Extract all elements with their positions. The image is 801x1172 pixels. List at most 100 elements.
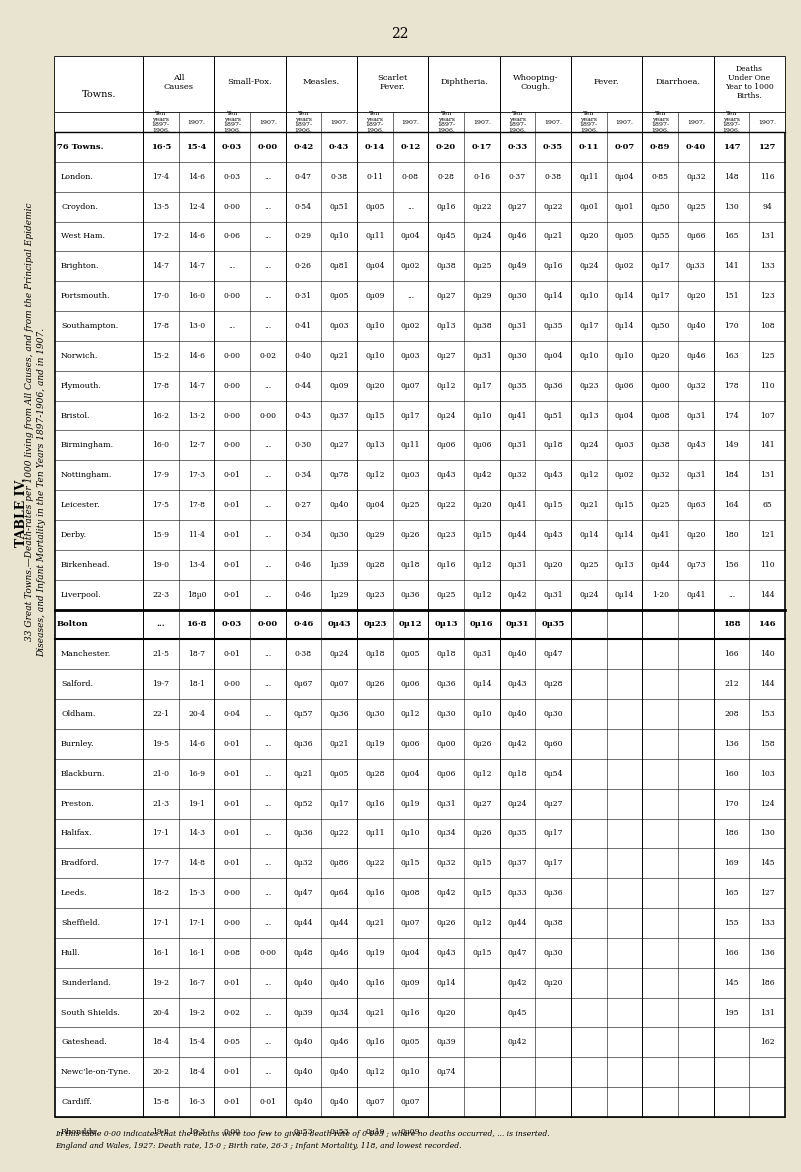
Text: 0µ10: 0µ10: [614, 352, 634, 360]
Text: 0µ49: 0µ49: [508, 263, 527, 271]
Text: Derby.: Derby.: [61, 531, 87, 539]
Text: 21·3: 21·3: [152, 799, 169, 808]
Text: 124: 124: [760, 799, 775, 808]
Text: 0µ21: 0µ21: [329, 352, 349, 360]
Text: 17·8: 17·8: [152, 382, 169, 390]
Text: 136: 136: [760, 949, 775, 956]
Text: 0µ01: 0µ01: [579, 203, 598, 211]
Text: 0µ50: 0µ50: [650, 322, 670, 331]
Text: 0µ19: 0µ19: [365, 1127, 384, 1136]
Text: 0µ18: 0µ18: [365, 650, 384, 659]
Text: 0µ04: 0µ04: [543, 352, 563, 360]
Text: Ten
years
1897-
1906.: Ten years 1897- 1906.: [366, 111, 384, 134]
Text: West Ham.: West Ham.: [61, 232, 105, 240]
Text: 0µ03: 0µ03: [400, 352, 421, 360]
Text: 0µ10: 0µ10: [365, 352, 384, 360]
Text: 103: 103: [760, 770, 775, 778]
Text: 1907.: 1907.: [473, 120, 491, 124]
Text: 108: 108: [760, 322, 775, 331]
Text: 0µ36: 0µ36: [294, 830, 313, 838]
Text: London.: London.: [61, 172, 94, 180]
Text: 0µ40: 0µ40: [329, 1098, 349, 1106]
Text: 21·5: 21·5: [152, 650, 169, 659]
Text: 170: 170: [724, 322, 739, 331]
Text: 0µ28: 0µ28: [365, 561, 384, 568]
Text: 0µ52: 0µ52: [294, 799, 313, 808]
Text: 0µ15: 0µ15: [472, 859, 492, 867]
Text: Diarrhoea.: Diarrhoea.: [655, 79, 701, 87]
Text: 76 Towns.: 76 Towns.: [57, 143, 103, 151]
Text: England and Wales, 1927: Death rate, 15·0 ; Birth rate, 26·3 ; Infant Mortality,: England and Wales, 1927: Death rate, 15·…: [55, 1142, 461, 1150]
Text: 1907.: 1907.: [259, 120, 277, 124]
Text: 0µ44: 0µ44: [329, 919, 349, 927]
Text: 0µ04: 0µ04: [400, 949, 421, 956]
Text: 0µ04: 0µ04: [365, 263, 384, 271]
Text: 0µ39: 0µ39: [294, 1009, 313, 1016]
Text: Ten
years
1897-
1906.: Ten years 1897- 1906.: [437, 111, 455, 134]
Text: ...: ...: [264, 859, 272, 867]
Text: 0·00: 0·00: [258, 620, 278, 628]
Text: 0µ44: 0µ44: [508, 919, 527, 927]
Text: 0µ20: 0µ20: [472, 502, 492, 509]
Text: 0µ66: 0µ66: [686, 232, 706, 240]
Text: 0µ32: 0µ32: [650, 471, 670, 479]
Text: Deaths
Under One
Year to 1000
Births.: Deaths Under One Year to 1000 Births.: [725, 64, 774, 101]
Text: 0µ12: 0µ12: [472, 591, 492, 599]
Text: 146: 146: [759, 620, 776, 628]
Text: ...: ...: [264, 442, 272, 449]
Text: 0µ20: 0µ20: [365, 382, 384, 390]
Text: ...: ...: [264, 919, 272, 927]
Text: 14·7: 14·7: [188, 382, 205, 390]
Text: 0µ28: 0µ28: [543, 680, 563, 688]
Text: 17·7: 17·7: [152, 859, 169, 867]
Text: 0µ44: 0µ44: [650, 561, 670, 568]
Text: 121: 121: [760, 531, 775, 539]
Text: 0µ16: 0µ16: [437, 203, 456, 211]
Text: 0µ06: 0µ06: [472, 442, 492, 449]
Text: 0·00: 0·00: [223, 352, 240, 360]
Text: 0µ21: 0µ21: [579, 502, 598, 509]
Text: 149: 149: [724, 442, 739, 449]
Text: Nottingham.: Nottingham.: [61, 471, 112, 479]
Text: 0µ40: 0µ40: [329, 979, 349, 987]
Text: 0µ53: 0µ53: [294, 1127, 313, 1136]
Text: 16·8: 16·8: [187, 620, 207, 628]
Text: 0µ25: 0µ25: [579, 561, 598, 568]
Text: 0·44: 0·44: [295, 382, 312, 390]
Text: 0·85: 0·85: [652, 172, 669, 180]
Text: 0µ26: 0µ26: [437, 919, 456, 927]
Text: 0µ09: 0µ09: [400, 979, 421, 987]
Text: 0µ10: 0µ10: [579, 352, 598, 360]
Text: 0µ07: 0µ07: [329, 680, 349, 688]
Text: Scarlet
Fever.: Scarlet Fever.: [377, 74, 408, 91]
Text: Measles.: Measles.: [303, 79, 340, 87]
Text: 0µ15: 0µ15: [472, 949, 492, 956]
Text: ...: ...: [264, 650, 272, 659]
Text: ...: ...: [264, 890, 272, 897]
Text: 0·43: 0·43: [295, 411, 312, 420]
Text: 0µ21: 0µ21: [365, 1009, 384, 1016]
Text: 14·6: 14·6: [188, 352, 205, 360]
Text: ...: ...: [264, 322, 272, 331]
Text: 0µ60: 0µ60: [543, 740, 563, 748]
Text: 0µ14: 0µ14: [614, 531, 634, 539]
Text: 0µ50: 0µ50: [650, 203, 670, 211]
Text: 0µ67: 0µ67: [294, 680, 313, 688]
Text: 0µ12: 0µ12: [400, 710, 421, 718]
Text: 0µ37: 0µ37: [508, 859, 527, 867]
Text: 0µ09: 0µ09: [329, 382, 349, 390]
Text: ...: ...: [264, 561, 272, 568]
Text: 0µ14: 0µ14: [437, 979, 456, 987]
Text: ...: ...: [264, 830, 272, 838]
Text: 0µ10: 0µ10: [472, 710, 492, 718]
Text: 0µ55: 0µ55: [650, 232, 670, 240]
Text: 0µ12: 0µ12: [437, 382, 456, 390]
Text: 17·8: 17·8: [188, 502, 205, 509]
Text: 0µ31: 0µ31: [686, 471, 706, 479]
Text: 0µ01: 0µ01: [614, 203, 634, 211]
Text: Diseases, and Infant Mortality in the Ten Years 1897-1906, and in 1907.: Diseases, and Infant Mortality in the Te…: [38, 327, 46, 656]
Text: 0µ39: 0µ39: [437, 1038, 456, 1047]
Text: 0µ32: 0µ32: [508, 471, 527, 479]
Text: 0·54: 0·54: [295, 203, 312, 211]
Text: 0µ30: 0µ30: [543, 949, 563, 956]
